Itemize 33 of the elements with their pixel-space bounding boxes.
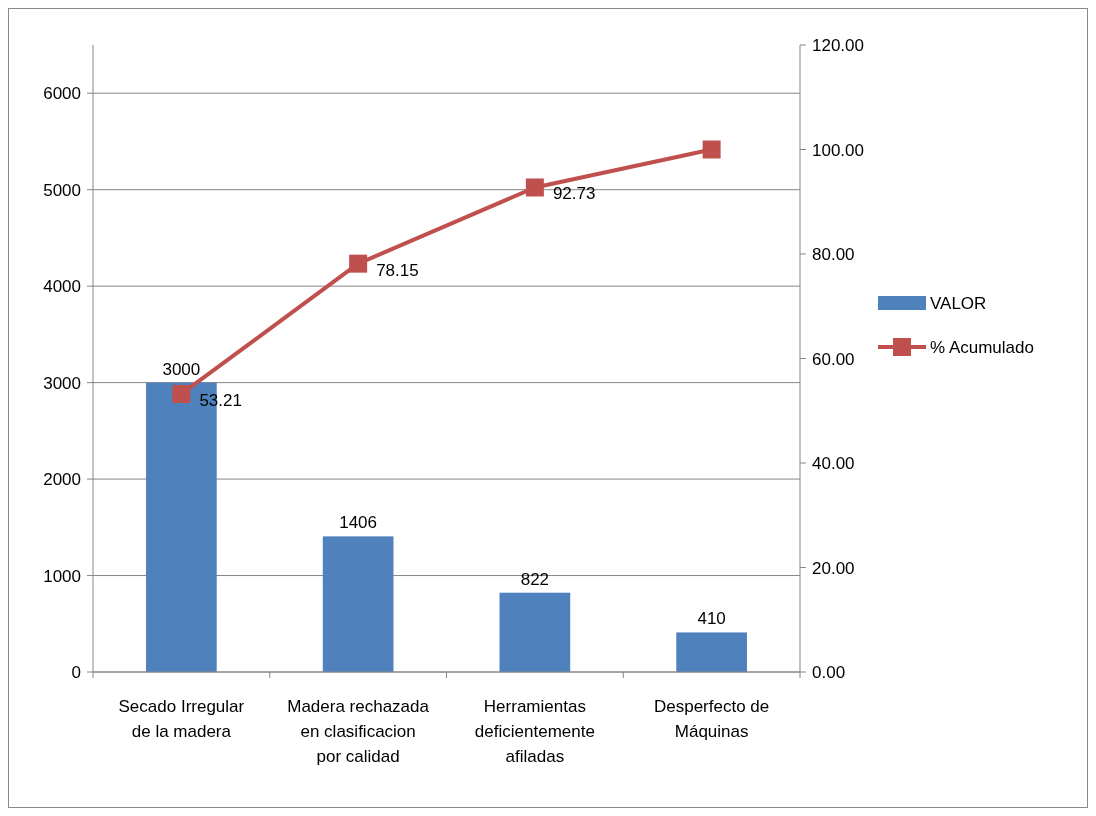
y2-tick-label: 100.00 bbox=[812, 140, 864, 160]
y-tick-label: 2000 bbox=[43, 470, 81, 490]
data-label: 410 bbox=[697, 609, 726, 629]
y-tick-label: 6000 bbox=[43, 84, 81, 104]
y2-tick-label: 20.00 bbox=[812, 558, 855, 578]
y-tick-label: 1000 bbox=[43, 566, 81, 586]
data-label: 3000 bbox=[162, 359, 201, 379]
y2-tick-label: 80.00 bbox=[812, 245, 855, 264]
x-tick-label: Secado Irregular de la madera bbox=[118, 697, 245, 741]
bar bbox=[322, 536, 394, 672]
y2-tick-label: 120.00 bbox=[812, 36, 864, 55]
data-label: 78.15 bbox=[376, 260, 419, 280]
point bbox=[702, 140, 721, 159]
legend-label: % Acumulado bbox=[930, 338, 1034, 357]
x-tick-label: Herramientas deficientemente afiladas bbox=[474, 697, 595, 766]
y-tick-label: 5000 bbox=[43, 180, 81, 200]
y2-tick-label: 40.00 bbox=[812, 454, 855, 473]
point bbox=[525, 178, 544, 197]
y2-tick-label: 0.00 bbox=[812, 663, 846, 682]
y-tick-label: 4000 bbox=[43, 277, 81, 297]
y-tick-label: 3000 bbox=[43, 373, 81, 393]
x-tick-label: Desperfecto de Máquinas bbox=[653, 697, 770, 741]
data-label: 1406 bbox=[339, 513, 378, 533]
point bbox=[349, 254, 368, 273]
data-label: 92.73 bbox=[552, 184, 596, 204]
point bbox=[172, 384, 191, 403]
bar bbox=[499, 592, 571, 672]
y2-tick-label: 60.00 bbox=[812, 349, 855, 369]
bar bbox=[676, 632, 747, 672]
x-tick-label: Madera rechazada en clasificacion por calidad bbox=[287, 697, 430, 766]
data-label: 822 bbox=[520, 569, 550, 589]
y-tick-label: 0 bbox=[71, 663, 81, 682]
legend-label: VALOR bbox=[930, 294, 987, 313]
